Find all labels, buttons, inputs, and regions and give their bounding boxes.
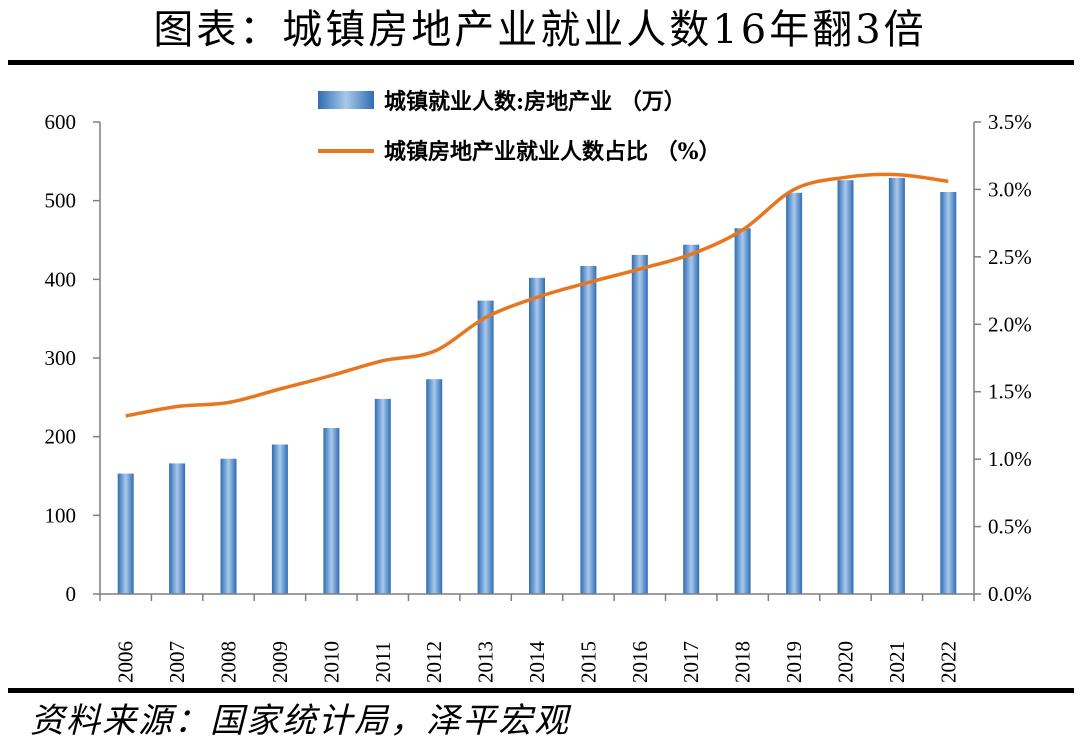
bars-group <box>117 177 957 595</box>
bar-2018 <box>734 228 751 594</box>
bar-2008 <box>220 458 237 594</box>
x-tick-label: 2008 <box>217 641 241 683</box>
x-tick-label: 2016 <box>628 641 652 683</box>
line-group <box>125 172 949 418</box>
y-right-tick-label: 0.5% <box>988 515 1032 539</box>
y-right-tick-label: 3.0% <box>988 177 1032 201</box>
bar-2006 <box>117 473 134 594</box>
bar-2020 <box>837 180 854 594</box>
x-tick-label: 2020 <box>833 641 857 683</box>
x-tick-label: 2011 <box>371 641 395 682</box>
title-divider <box>8 60 1074 65</box>
x-tick-label: 2018 <box>731 641 755 683</box>
y-left-tick-label: 100 <box>45 503 77 527</box>
source-note: 资料来源：国家统计局，泽平宏观 <box>30 701 570 741</box>
legend-bar-label: 城镇就业人数:房地产业 （万） <box>384 89 686 115</box>
y-left-tick-label: 200 <box>45 425 77 449</box>
legend-bar-swatch <box>318 91 374 109</box>
y-left-tick-label: 0 <box>66 582 77 606</box>
bar-2019 <box>786 192 803 595</box>
x-tick-label: 2010 <box>319 641 343 683</box>
bar-2014 <box>529 277 545 594</box>
bar-2017 <box>683 244 700 594</box>
x-tick-label: 2022 <box>936 641 960 683</box>
legend-line-label: 城镇房地产业就业人数占比 （%） <box>384 139 721 165</box>
y-left-tick-label: 300 <box>45 346 77 370</box>
x-tick-label: 2019 <box>782 641 806 683</box>
y-right-tick-label: 3.5% <box>988 110 1032 134</box>
bar-2011 <box>374 398 391 594</box>
bar-2016 <box>631 254 648 594</box>
y-right-tick-label: 1.5% <box>988 380 1032 404</box>
x-tick-label: 2012 <box>422 641 446 683</box>
y-right-tick-label: 2.5% <box>988 245 1032 269</box>
x-tick-label: 2017 <box>679 641 703 683</box>
bar-2010 <box>323 428 340 594</box>
bar-2015 <box>580 266 597 594</box>
bar-line-chart: 0 100 200 300 400 500 600 0.0% 0.5% 1.0% 1.5% 2.0% 2… <box>45 89 1032 683</box>
y-left-tick-label: 600 <box>45 110 77 134</box>
bar-2013 <box>477 300 494 594</box>
bar-2022 <box>940 192 957 594</box>
x-tick-label: 2006 <box>114 641 138 683</box>
y-right-tick-label: 2.0% <box>988 312 1032 336</box>
chart-title: 图表：城镇房地产业就业人数16年翻3倍 <box>153 7 927 53</box>
share-line <box>125 172 949 418</box>
x-tick-label: 2007 <box>165 641 189 683</box>
x-tick-label: 2015 <box>576 641 600 683</box>
bar-2007 <box>169 463 186 594</box>
axes-group: 0 100 200 300 400 500 600 0.0% 0.5% 1.0% 1.5% 2.0% 2… <box>45 110 1032 683</box>
x-tick-label: 2021 <box>885 641 909 683</box>
x-tick-label: 2014 <box>525 641 549 684</box>
x-tick-label: 2009 <box>268 641 292 683</box>
legend: 城镇就业人数:房地产业 （万） 城镇房地产业就业人数占比 （%） <box>318 89 721 165</box>
y-left-tick-label: 400 <box>45 267 77 291</box>
x-tick-label: 2013 <box>474 641 498 683</box>
footer-divider <box>8 688 1074 693</box>
y-left-tick-label: 500 <box>45 189 77 213</box>
bar-2021 <box>888 177 905 594</box>
bar-2009 <box>271 444 288 594</box>
y-right-tick-label: 1.0% <box>988 447 1032 471</box>
y-right-tick-label: 0.0% <box>988 582 1032 606</box>
bar-2012 <box>426 379 443 594</box>
